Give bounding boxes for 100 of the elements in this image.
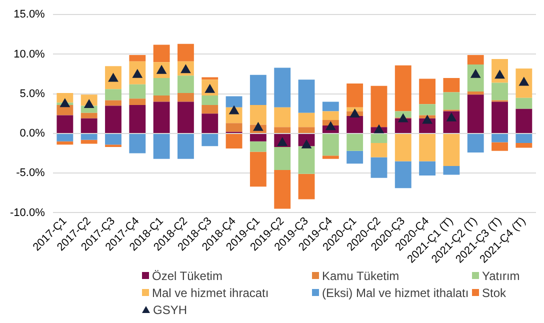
bar <box>129 84 146 99</box>
bar <box>346 134 364 151</box>
legend-label: GSYH <box>153 302 188 316</box>
y-tick-label: -5.0% <box>16 167 46 180</box>
bar <box>443 78 460 92</box>
bar <box>105 100 122 106</box>
point <box>350 108 360 118</box>
bar <box>178 102 194 133</box>
bar <box>298 146 315 174</box>
bar <box>394 65 412 112</box>
bar <box>298 80 315 113</box>
point <box>422 115 432 124</box>
point <box>374 124 384 134</box>
bar <box>370 134 388 143</box>
bar <box>322 156 339 159</box>
point <box>60 98 70 108</box>
bar <box>516 98 532 109</box>
bar <box>298 127 315 133</box>
bar <box>492 134 508 142</box>
bar <box>516 142 532 148</box>
bar <box>105 134 122 145</box>
bar <box>80 112 98 118</box>
bar <box>274 107 291 128</box>
legend-label: Mal ve hizmet ihracatı <box>152 286 269 300</box>
bar <box>250 152 266 187</box>
bar <box>202 95 218 105</box>
bar <box>346 150 364 164</box>
bar <box>274 146 291 170</box>
bar <box>56 93 74 103</box>
bar <box>226 134 242 149</box>
bar <box>178 76 194 94</box>
bar <box>492 102 508 133</box>
bar <box>298 174 315 200</box>
bar <box>80 134 98 140</box>
bar <box>443 92 460 110</box>
point <box>398 114 408 122</box>
bar <box>178 134 194 159</box>
bar <box>105 106 122 133</box>
bar <box>202 77 218 80</box>
bar <box>202 134 218 146</box>
bar <box>516 108 532 133</box>
bar <box>516 134 532 143</box>
bar <box>492 82 508 100</box>
point <box>326 122 336 130</box>
bar <box>394 161 412 188</box>
bar <box>178 93 194 102</box>
bar <box>322 111 339 120</box>
y-tick-label: 10.0% <box>14 48 46 60</box>
bar <box>80 118 98 133</box>
bar <box>153 44 170 62</box>
legend-label: Kamu Tüketim <box>322 268 400 282</box>
bar <box>105 89 122 100</box>
legend-label: (Eksi) Mal ve hizmet ithalatı <box>322 286 469 300</box>
bar <box>346 107 364 112</box>
bar <box>80 140 98 144</box>
point <box>229 106 239 114</box>
bar <box>153 102 170 133</box>
bar <box>467 55 484 65</box>
bar <box>250 74 266 105</box>
bar <box>202 114 218 133</box>
bar <box>467 134 484 153</box>
bar <box>129 55 146 62</box>
bar <box>394 134 412 162</box>
legend-label: Özel Tüketim <box>152 268 222 282</box>
bar <box>129 134 146 154</box>
y-tick-label: 5.0% <box>20 88 46 100</box>
bar <box>274 170 291 209</box>
y-tick-label: 15.0% <box>14 8 46 21</box>
y-tick-label: 0.0% <box>20 128 46 140</box>
bar <box>250 141 266 152</box>
bar <box>56 134 74 142</box>
bar <box>492 142 508 151</box>
bar <box>419 104 436 116</box>
bar <box>370 142 388 158</box>
y-tick-label: -10.0% <box>10 206 46 219</box>
bar <box>250 134 266 142</box>
bar <box>322 134 339 156</box>
bar <box>467 94 484 133</box>
bar <box>274 68 291 108</box>
bar <box>56 115 74 133</box>
bar <box>419 78 436 104</box>
bar <box>129 98 146 105</box>
bar <box>419 134 436 162</box>
bar <box>226 96 242 108</box>
bar <box>202 104 218 114</box>
bar <box>346 84 364 108</box>
legend-label: Yatırım <box>482 268 520 282</box>
bar <box>419 161 436 176</box>
bar <box>153 134 170 159</box>
bar <box>129 104 146 133</box>
bar <box>250 104 266 125</box>
bar <box>56 141 74 145</box>
bar <box>153 78 170 96</box>
bar <box>370 157 388 178</box>
bar <box>322 102 339 112</box>
bar <box>178 44 194 62</box>
bar <box>370 86 388 128</box>
bar <box>274 127 291 133</box>
bar <box>346 116 364 133</box>
point <box>253 122 264 131</box>
